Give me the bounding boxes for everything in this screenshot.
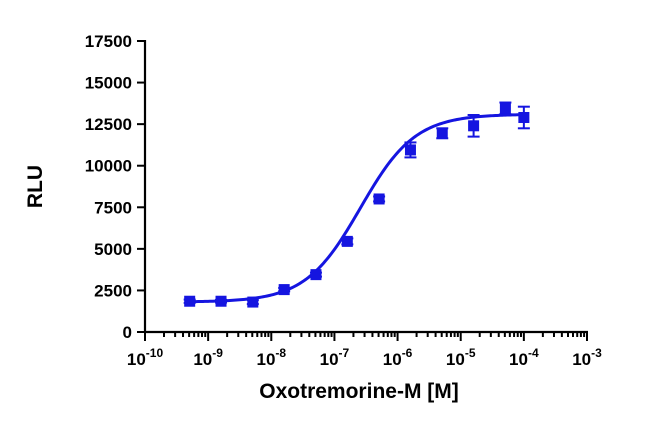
- x-tick-label: 10-8: [256, 346, 286, 369]
- data-marker: [436, 127, 448, 139]
- data-marker: [499, 102, 511, 114]
- y-axis-title: RLU: [24, 165, 47, 208]
- data-point: [309, 269, 322, 281]
- x-tick-label: 10-5: [446, 346, 476, 369]
- data-point: [183, 295, 196, 307]
- data-point: [278, 284, 291, 296]
- y-tick-label: 10000: [85, 157, 132, 176]
- x-axis: 10-10 10-9 10-8 10-7 10-6 10-5 10-4 10-3: [127, 330, 602, 369]
- y-tick-label: 7500: [94, 198, 132, 217]
- data-point: [404, 141, 417, 159]
- y-tick-label: 5000: [94, 240, 132, 259]
- data-point: [373, 193, 386, 205]
- x-tick-label: 10-7: [320, 346, 350, 369]
- x-tick-label: 10-10: [127, 346, 164, 369]
- data-point: [517, 105, 530, 130]
- data-marker: [404, 144, 416, 156]
- x-tick-label: 10-4: [509, 346, 539, 369]
- data-marker: [278, 284, 290, 296]
- y-tick-label: 0: [123, 323, 132, 342]
- y-tick-label: 12500: [85, 115, 132, 134]
- data-point: [341, 235, 354, 247]
- data-points-group: [183, 101, 530, 308]
- x-tick-label: 10-3: [572, 346, 602, 369]
- data-point: [246, 296, 259, 308]
- y-tick-label: 15000: [85, 74, 132, 93]
- data-marker: [247, 296, 259, 308]
- y-tick-label: 17500: [85, 32, 132, 51]
- data-marker: [215, 295, 227, 307]
- data-marker: [518, 111, 530, 123]
- y-tick-label: 2500: [94, 281, 132, 300]
- data-point: [436, 127, 449, 140]
- x-tick-label: 10-6: [383, 346, 413, 369]
- x-axis-title: Oxotremorine-M [M]: [259, 380, 459, 403]
- fit-curve-group: [189, 113, 524, 304]
- fit-curve: [189, 113, 524, 304]
- data-marker: [184, 295, 196, 307]
- data-point: [499, 101, 512, 116]
- data-point: [215, 295, 228, 307]
- data-marker: [373, 193, 385, 205]
- data-marker: [310, 269, 322, 281]
- data-point: [467, 113, 480, 138]
- data-marker: [341, 235, 353, 247]
- y-axis: 0 2500 5000 7500 10000 12500 15000 17500: [85, 32, 147, 342]
- data-marker: [468, 120, 480, 132]
- x-tick-label: 10-9: [193, 346, 223, 369]
